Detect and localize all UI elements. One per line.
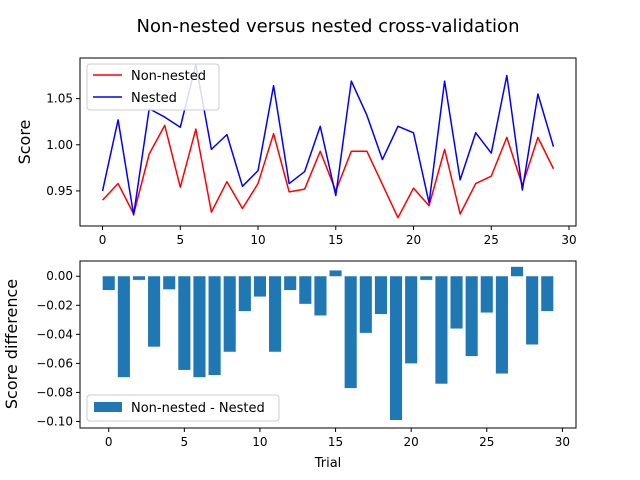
top-x-tick-label: 25 (484, 233, 499, 247)
bottom-legend-box (86, 394, 280, 422)
bar (390, 276, 403, 421)
bottom-y-tick-label: 0.00 (46, 269, 73, 283)
top-x-ticks: 0 5 10 15 20 25 30 (99, 226, 577, 247)
top-y-axis-label: Score (15, 120, 34, 165)
bottom-x-axis-label: Trial (314, 456, 342, 471)
bar (450, 276, 463, 329)
bottom-y-ticks: 0.00 −0.02 −0.04 −0.06 −0.08 −0.10 (36, 269, 80, 428)
bar (102, 276, 115, 291)
bar (269, 276, 282, 352)
top-x-tick-label: 20 (406, 233, 421, 247)
bar (223, 276, 236, 352)
bar (344, 276, 357, 389)
bar (465, 276, 478, 357)
bottom-y-tick-label: −0.06 (36, 356, 73, 370)
bar (495, 276, 508, 374)
legend-swatch-difference (94, 402, 122, 412)
bar (208, 276, 221, 375)
bottom-y-tick-label: −0.04 (36, 327, 73, 341)
bottom-legend: Non-nested - Nested (86, 394, 280, 422)
top-x-tick-label: 5 (176, 233, 184, 247)
score-difference-bar-chart: 0 5 10 15 20 25 30 0.00 −0.02 −0.04 −0.06 −0.08 −0.… (2, 260, 577, 471)
score-line-chart: 0 5 10 15 20 25 30 0.95 1.00 1.05 Score Non-nest… (15, 57, 577, 247)
bar (526, 276, 539, 345)
legend-label-nested: Nested (131, 91, 177, 106)
top-y-tick-label: 1.05 (46, 92, 73, 106)
bottom-bars (102, 266, 554, 421)
bar (238, 276, 251, 312)
bottom-y-axis-label: Score difference (2, 279, 21, 409)
series-line-non-nested (102, 124, 555, 219)
bar (253, 276, 266, 297)
bottom-x-tick-label: 15 (328, 435, 343, 449)
bottom-x-tick-label: 5 (181, 435, 189, 449)
bar (117, 276, 130, 378)
bar (148, 276, 161, 347)
bottom-x-tick-label: 0 (105, 435, 113, 449)
bar (132, 276, 146, 280)
legend-label-difference: Non-nested - Nested (131, 401, 265, 416)
top-x-tick-label: 30 (561, 233, 576, 247)
bottom-y-tick-label: −0.02 (36, 298, 73, 312)
bottom-plot-frame (79, 260, 577, 429)
bottom-y-tick-label: −0.10 (36, 414, 73, 428)
bar (299, 276, 312, 304)
bar (510, 266, 524, 277)
bar (329, 270, 342, 277)
bar (435, 276, 448, 384)
top-y-ticks: 0.95 1.00 1.05 (46, 92, 80, 198)
bottom-x-ticks: 0 5 10 15 20 25 30 (105, 428, 570, 449)
bar (405, 276, 418, 364)
bar (178, 276, 191, 370)
bottom-y-tick-label: −0.08 (36, 385, 73, 399)
bar (374, 276, 387, 315)
legend-label-non-nested: Non-nested (131, 69, 206, 84)
bar (359, 276, 372, 333)
top-x-tick-label: 10 (250, 233, 265, 247)
bar (480, 276, 493, 313)
bottom-x-tick-label: 25 (479, 435, 494, 449)
top-plot-frame (79, 57, 577, 227)
top-x-tick-label: 0 (99, 233, 107, 247)
bottom-x-tick-label: 10 (252, 435, 267, 449)
bar (541, 276, 554, 312)
top-y-tick-label: 0.95 (46, 184, 73, 198)
top-legend: Non-nested Nested (86, 63, 220, 111)
bottom-x-tick-label: 20 (404, 435, 419, 449)
bar (284, 276, 297, 291)
bar (193, 276, 206, 378)
top-y-tick-label: 1.00 (46, 138, 73, 152)
bar (420, 276, 433, 280)
bar (163, 276, 176, 290)
figure-title: Non-nested versus nested cross-validatio… (137, 16, 520, 37)
top-series-lines (101, 63, 555, 219)
bottom-x-tick-label: 30 (555, 435, 570, 449)
bar (314, 276, 327, 316)
series-line-nested (101, 63, 555, 216)
top-x-tick-label: 15 (328, 233, 343, 247)
